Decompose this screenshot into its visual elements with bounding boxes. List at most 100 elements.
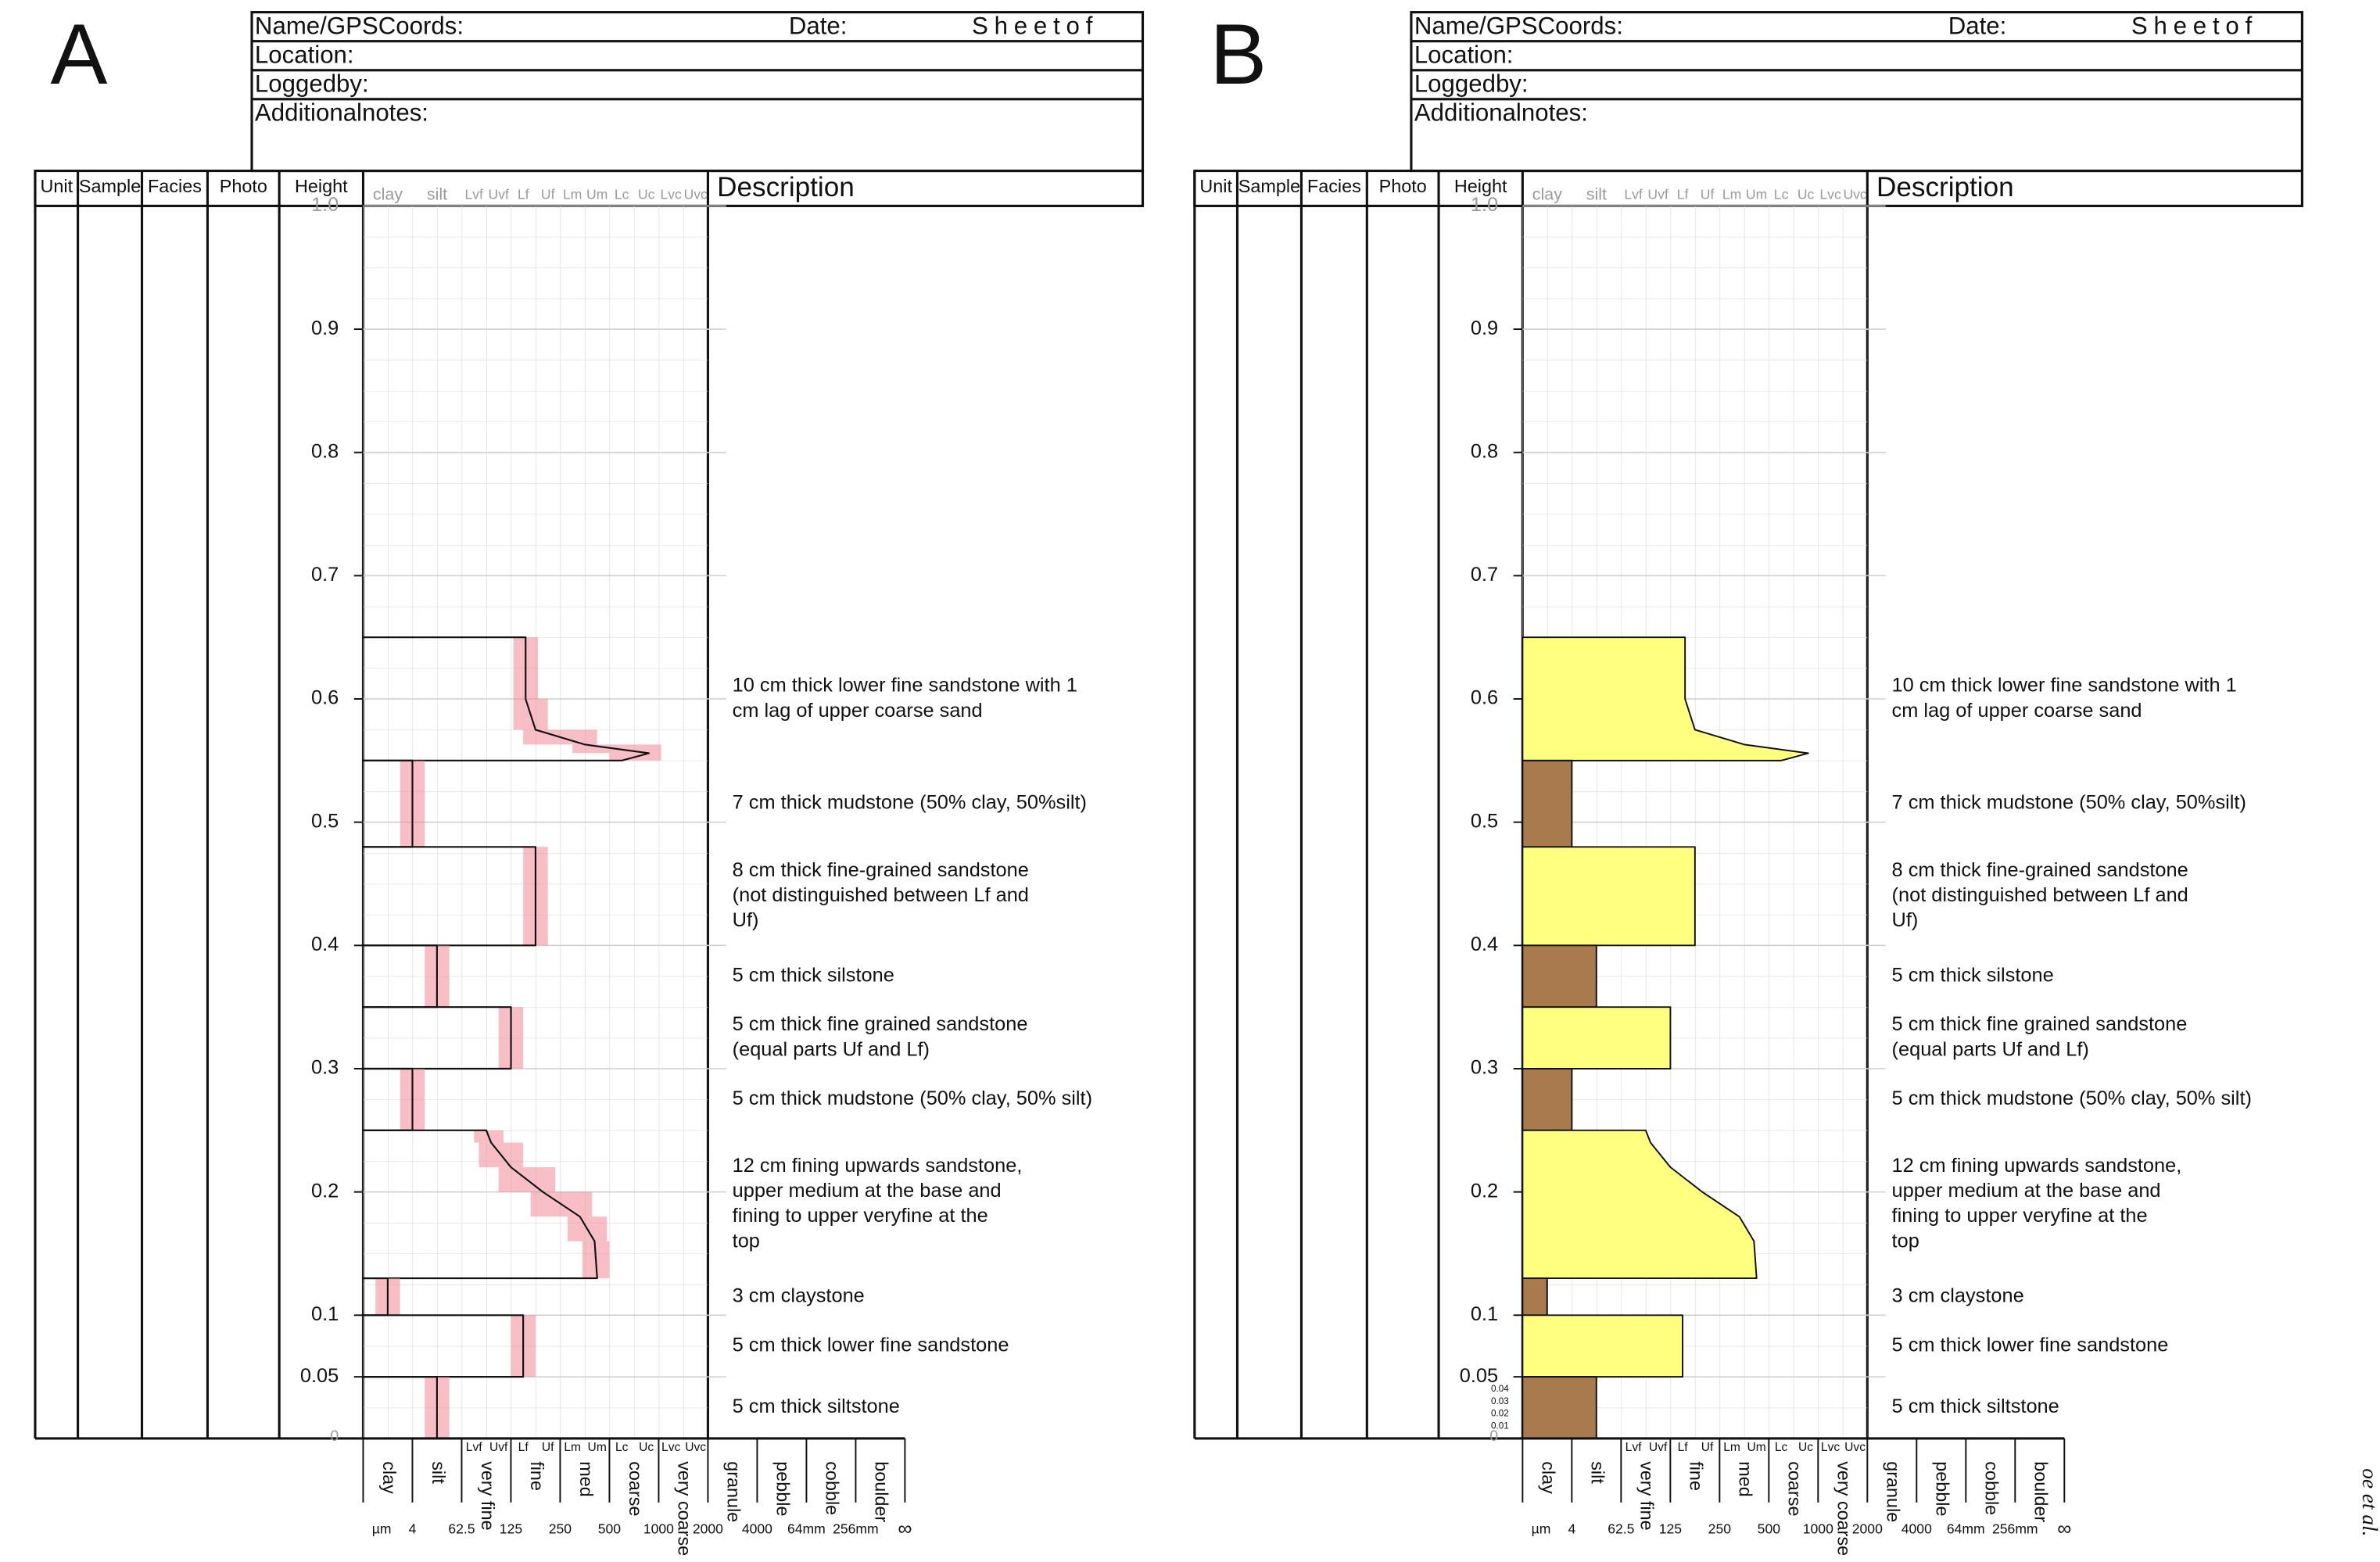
grain-size-label: 500 (598, 1521, 622, 1537)
bed-description: (equal parts Uf and Lf) (1892, 1038, 2089, 1060)
bed-profile (1522, 1277, 1548, 1317)
height-tick-label: 0.4 (311, 933, 339, 955)
header-date: Date: (789, 12, 848, 39)
bed-profile (1522, 636, 1809, 761)
height-tick-label: 0.5 (1471, 810, 1498, 832)
bed-description: 7 cm thick mudstone (50% clay, 50%silt) (733, 792, 1087, 814)
grain-size-label: ∞ (2057, 1518, 2071, 1540)
grain-header-label: Lc (1774, 186, 1789, 202)
column-header: Photo (1379, 176, 1427, 196)
bed-description: 3 cm claystone (1892, 1284, 2024, 1306)
grain-class-label: clay (379, 1461, 400, 1494)
grain-subclass-label: Uf (1701, 1441, 1714, 1454)
height-tick-label: 0 (330, 1428, 339, 1445)
bed-description: 10 cm thick lower fine sandstone with 1 (733, 675, 1077, 697)
grain-header-label: Lf (1677, 186, 1689, 202)
grain-size-label: 250 (549, 1521, 572, 1537)
column-header: Facies (1307, 176, 1361, 196)
column-header: Photo (220, 176, 267, 196)
grain-class-label: granule (724, 1461, 744, 1522)
height-tick-label: 0.05 (300, 1365, 339, 1387)
bed-description: 12 cm fining upwards sandstone, (1892, 1155, 2182, 1177)
grain-size-label: 64mm (1947, 1521, 1985, 1537)
grain-header-label: silt (427, 185, 447, 203)
height-tick-label: 0.9 (1471, 317, 1498, 339)
bed-profile (1522, 759, 1573, 848)
height-tick-label: 0.05 (1460, 1365, 1498, 1387)
header-name: Name/GPSCoords: (255, 12, 464, 39)
bed-description: top (1892, 1230, 1919, 1252)
margin-text: oe et al. (2358, 1468, 2380, 1536)
grain-header-label: Lm (1722, 186, 1741, 202)
grain-header-label: Uc (1798, 186, 1815, 202)
bed-profile (363, 1129, 598, 1280)
grain-size-label: 256mm (833, 1521, 879, 1537)
header-sheet: Sheetof (972, 12, 1099, 39)
bed-description: cm lag of upper coarse sand (733, 700, 983, 722)
height-tick-label: 0.3 (1471, 1057, 1498, 1079)
bed-description: (not distinguished between Lf and (733, 884, 1029, 906)
grain-size-label: 64mm (787, 1521, 826, 1537)
grain-class-label: very coarse (675, 1461, 695, 1556)
height-tick-label: 0.8 (311, 440, 339, 462)
bed-description: Uf) (1892, 909, 1919, 931)
bed-profile (363, 636, 650, 761)
description-header: Description (1876, 172, 2014, 202)
grain-header-label: Lvf (1624, 186, 1643, 202)
bed-description: 5 cm thick siltstone (1892, 1395, 2059, 1417)
bed-profile (363, 1006, 512, 1070)
header-notes: Additionalnotes: (1414, 99, 1588, 127)
bed-profile (1522, 846, 1696, 947)
height-tick-label: 0.6 (1471, 687, 1498, 709)
height-tick-label: 0.2 (311, 1180, 339, 1202)
grain-header-label: Uf (1701, 186, 1715, 202)
fine-tick-label: 0.01 (1491, 1420, 1509, 1431)
grain-class-label: cobble (823, 1461, 843, 1515)
grain-header-label: Lvc (1819, 186, 1841, 202)
bed-description: 12 cm fining upwards sandstone, (733, 1155, 1023, 1177)
bed-description: 5 cm thick siltstone (733, 1395, 900, 1417)
log-panel: A Name/GPSCoords: Date: Sheetof Location:Log… (34, 7, 1145, 1556)
grain-class-label: coarse (1785, 1461, 1805, 1516)
fine-tick-label: 0.04 (1491, 1384, 1509, 1394)
grain-size-label: 2000 (693, 1521, 723, 1537)
grain-class-label: clay (1539, 1461, 1559, 1494)
grain-header-label: clay (1532, 185, 1562, 203)
bed-description: upper medium at the base and (733, 1180, 1002, 1202)
height-tick-label: 0.9 (311, 317, 339, 339)
grain-subclass-label: Lvf (466, 1441, 482, 1454)
header-notes: Additionalnotes: (255, 99, 428, 127)
header-sheet: Sheetof (2131, 12, 2258, 39)
grain-header-label: Uc (638, 186, 655, 202)
fine-tick-label: 0.03 (1491, 1396, 1509, 1406)
grain-class-label: granule (1884, 1461, 1904, 1522)
grain-size-unit: µm (1532, 1521, 1551, 1537)
bed-description: fining to upper veryfine at the (733, 1205, 988, 1227)
grain-subclass-label: Lvf (1625, 1441, 1642, 1454)
grain-class-label: very fine (478, 1461, 498, 1530)
grain-subclass-label: Lm (1723, 1441, 1740, 1454)
bed-profile (1522, 1314, 1684, 1378)
grain-subclass-label: Uc (1798, 1441, 1813, 1454)
column-header: Unit (40, 176, 73, 196)
grain-subclass-label: Lvc (1821, 1441, 1840, 1454)
bed-description: 8 cm thick fine-grained sandstone (733, 859, 1029, 881)
bed-description: 8 cm thick fine-grained sandstone (1892, 859, 2188, 881)
grain-header-label: clay (373, 185, 403, 203)
grain-header-label: Lm (563, 186, 582, 202)
header-logged-by: Loggedby: (255, 70, 369, 98)
grain-header-label: Uvc (1843, 186, 1866, 202)
grain-size-label: 4 (409, 1521, 417, 1537)
grain-size-label: 2000 (1852, 1521, 1883, 1537)
bed-profile (1522, 1068, 1573, 1131)
header-name: Name/GPSCoords: (1414, 12, 1623, 39)
fine-tick-label: 0.02 (1491, 1409, 1509, 1419)
bed-description: 10 cm thick lower fine sandstone with 1 (1892, 675, 2237, 697)
height-tick-label: 0.7 (311, 564, 339, 586)
column-header: Unit (1199, 176, 1232, 196)
grain-header-label: Um (586, 186, 608, 202)
grain-subclass-label: Uc (639, 1441, 654, 1454)
grain-subclass-label: Lc (615, 1441, 629, 1454)
grain-header-label: Lvf (464, 186, 483, 202)
grain-header-label: Lvc (661, 186, 683, 202)
